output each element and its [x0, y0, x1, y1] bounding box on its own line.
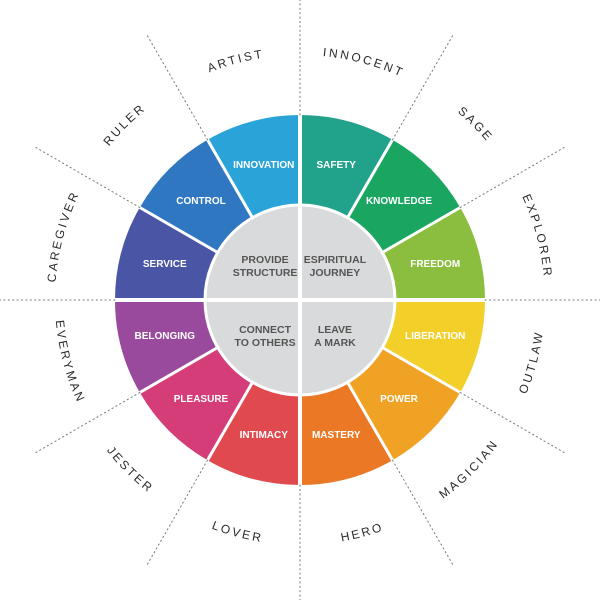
dotted-ray	[36, 393, 140, 453]
outer-label: LOVER	[210, 518, 264, 545]
inner-label: INTIMACY	[240, 430, 289, 441]
outer-label: EXPLORER	[519, 192, 555, 279]
dotted-ray	[36, 148, 140, 208]
inner-label: SAFETY	[317, 160, 357, 171]
inner-label: INNOVATION	[233, 160, 294, 171]
outer-label: HERO	[339, 520, 385, 545]
inner-label: PLEASURE	[174, 394, 229, 405]
core-quadrant-label: CONNECTTO OTHERS	[235, 324, 296, 349]
outer-label: INNOCENT	[322, 45, 406, 80]
core-quadrant-label: LEAVEA MARK	[314, 324, 356, 349]
dotted-ray	[460, 393, 564, 453]
dotted-ray	[148, 460, 208, 564]
outer-label: MAGICIAN	[436, 436, 501, 501]
outer-label: RULER	[101, 101, 149, 149]
outer-label: OUTLAW	[516, 329, 546, 395]
inner-label: MASTERY	[312, 430, 361, 441]
inner-label: POWER	[380, 394, 419, 405]
inner-label: BELONGING	[134, 331, 195, 342]
inner-label: FREEDOM	[410, 259, 460, 270]
inner-label: SERVICE	[143, 259, 187, 270]
archetype-wheel: SAFETY KNOWLEDGE FREEDOM LIBERATION POWER MAS…	[0, 0, 600, 600]
outer-label: EVERYMAN	[53, 319, 89, 405]
dotted-ray	[393, 460, 453, 564]
outer-label: ARTIST	[205, 47, 265, 76]
inner-label: LIBERATION	[405, 331, 465, 342]
outer-label: JESTER	[104, 443, 156, 495]
inner-label: KNOWLEDGE	[366, 196, 432, 207]
core-quadrant-label: ESPIRITUALJOURNEY	[304, 254, 367, 279]
dotted-ray	[460, 148, 564, 208]
outer-label: SAGE	[455, 104, 496, 145]
inner-label: CONTROL	[176, 196, 225, 207]
dotted-ray	[393, 36, 453, 140]
dotted-ray	[148, 36, 208, 140]
core-quadrant-label: PROVIDESTRUCTURE	[233, 254, 298, 279]
outer-label: CAREGIVER	[45, 188, 83, 283]
